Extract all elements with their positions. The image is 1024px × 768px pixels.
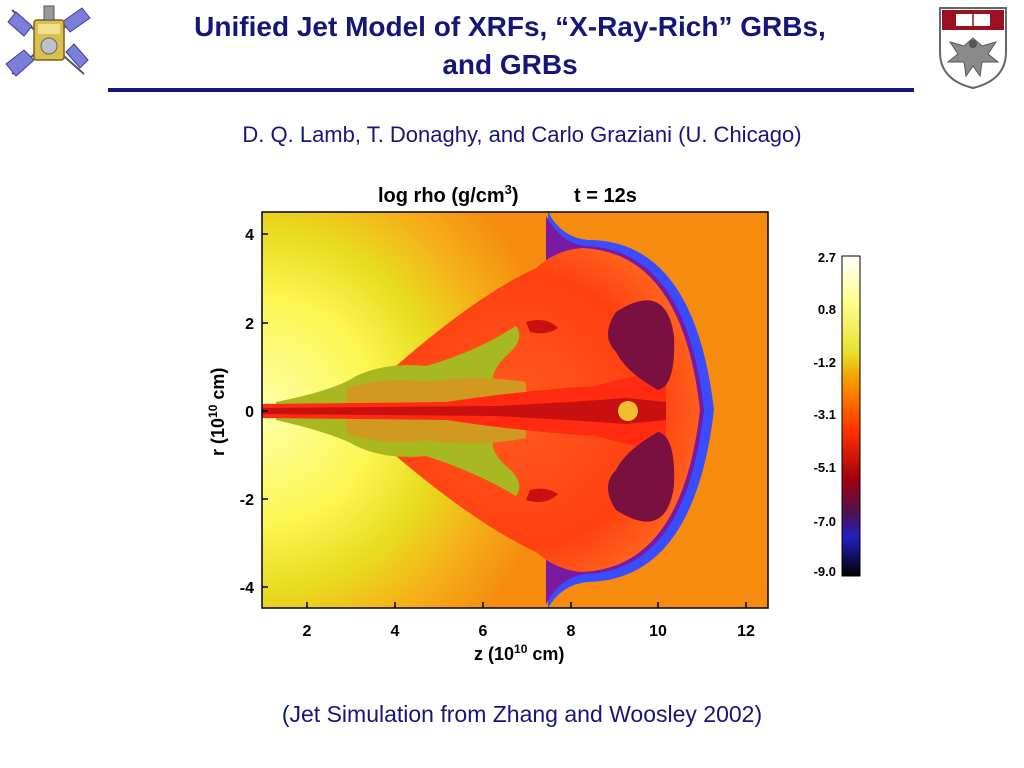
- authors-line: D. Q. Lamb, T. Donaghy, and Carlo Grazia…: [242, 122, 802, 147]
- colorbar-tick-neg1.2: -1.2: [814, 355, 836, 370]
- colorbar-tick-0.8: 0.8: [818, 302, 836, 317]
- colorbar: [841, 255, 861, 577]
- x-tick-label-12: 12: [737, 623, 755, 640]
- y-tick-neg4: -4: [240, 580, 268, 597]
- x-tick-label-10: 10: [649, 623, 667, 640]
- y-tick-label-0: 0: [245, 404, 254, 421]
- x-tick-label-4: 4: [391, 623, 400, 640]
- x-axis-label: z (1010 cm): [474, 642, 564, 664]
- y-tick-4: 4: [245, 227, 268, 244]
- colorbar-tick-neg5.1: -5.1: [814, 460, 836, 475]
- colorbar-tick-neg7.0: -7.0: [814, 514, 836, 529]
- x-tick-6: 6: [479, 602, 488, 640]
- figure-title: log rho (g/cm3): [378, 182, 519, 207]
- slide-title-line1: Unified Jet Model of XRFs, “X-Ray-Rich” …: [194, 11, 826, 42]
- satellite-icon: [5, 5, 91, 77]
- y-tick-2: 2: [245, 316, 268, 333]
- colorbar-tick-2.7: 2.7: [818, 250, 836, 265]
- figure-time-label: t = 12s: [574, 185, 637, 207]
- x-tick-label-6: 6: [479, 623, 488, 640]
- university-seal-icon: [939, 7, 1007, 90]
- x-tick-2: 2: [303, 602, 312, 640]
- x-tick-8: 8: [567, 602, 576, 640]
- x-tick-label-8: 8: [567, 623, 576, 640]
- x-tick-4: 4: [391, 602, 400, 640]
- y-tick-0: 0: [245, 404, 268, 421]
- colorbar-tick-neg9.0: -9.0: [814, 564, 836, 579]
- y-tick-label-neg4: -4: [240, 580, 254, 597]
- y-tick-neg2: -2: [240, 492, 268, 509]
- slide-title-line2: and GRBs: [442, 49, 578, 80]
- y-tick-label-neg2: -2: [240, 492, 254, 509]
- title-underline: [108, 88, 914, 92]
- y-tick-label-4: 4: [245, 227, 254, 244]
- x-tick-10: 10: [649, 602, 667, 640]
- colorbar-tick-neg3.1: -3.1: [814, 407, 836, 422]
- y-tick-label-2: 2: [245, 316, 254, 333]
- figure-caption: (Jet Simulation from Zhang and Woosley 2…: [281, 701, 763, 727]
- y-axis-label: r (1010 cm): [206, 368, 228, 456]
- x-tick-label-2: 2: [303, 623, 312, 640]
- density-heatmap-figure: 4 2 0 -2 -4 2 4 6 8 10 12 log rho (g/cm3…: [206, 182, 861, 664]
- x-tick-12: 12: [737, 602, 755, 640]
- slide-title: Unified Jet Model of XRFs, “X-Ray-Rich” …: [110, 8, 910, 84]
